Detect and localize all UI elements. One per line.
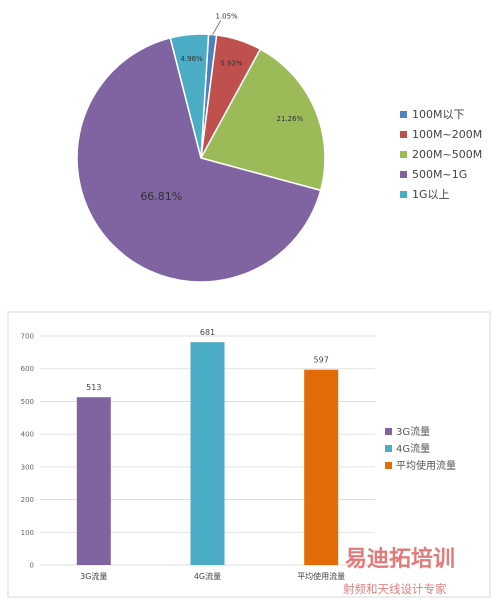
y-tick-label: 300	[21, 463, 34, 471]
pie-data-label: 21.26%	[277, 115, 304, 123]
x-tick-label: 3G流量	[80, 571, 107, 581]
legend-label: 200M~500M	[412, 148, 482, 161]
pie-data-label: 1.05%	[215, 13, 238, 21]
y-tick-label: 700	[21, 333, 34, 341]
legend-label: 100M~200M	[412, 128, 482, 141]
legend-label: 500M~1G	[412, 168, 467, 181]
legend-label: 3G流量	[396, 425, 430, 438]
x-tick-label: 平均使用流量	[297, 571, 345, 581]
legend-swatch	[385, 428, 392, 435]
pie-data-label: 5.92%	[220, 60, 243, 68]
x-tick-label: 4G流量	[194, 571, 221, 581]
legend-swatch	[400, 131, 407, 138]
bar	[304, 369, 339, 565]
bar-data-label: 513	[86, 383, 101, 392]
legend-swatch	[385, 445, 392, 452]
y-tick-label: 100	[21, 529, 34, 537]
watermark: 易迪拓培训 射频和天线设计专家	[343, 546, 455, 596]
bar-chart: 513 3G流量 681 4G流量 597 平均使用流量	[76, 328, 345, 581]
legend-label: 4G流量	[396, 442, 430, 455]
bar	[190, 342, 225, 565]
watermark-title: 易迪拓培训	[345, 546, 455, 572]
legend-swatch	[385, 462, 392, 469]
pie-slice	[169, 33, 210, 159]
legend-label: 100M以下	[412, 108, 465, 121]
y-tick-label: 400	[21, 431, 34, 439]
pie-leader-line	[212, 20, 221, 35]
pie-slice	[199, 48, 326, 192]
y-tick-label: 200	[21, 496, 34, 504]
pie-legend: 100M以下 100M~200M 200M~500M 500M~1G 1G以上	[400, 108, 482, 201]
bar-data-label: 681	[200, 328, 215, 337]
watermark-subtitle: 射频和天线设计专家	[343, 582, 447, 596]
pie-data-label: 66.81%	[140, 190, 182, 203]
legend-swatch	[400, 151, 407, 158]
bar	[76, 397, 111, 565]
y-tick-label: 500	[21, 398, 34, 406]
y-tick-label: 0	[30, 562, 34, 570]
bar-data-label: 597	[314, 356, 329, 365]
pie-data-label: 4.96%	[180, 55, 203, 63]
pie-chart: 1.05% 5.92% 21.26% 66.81% 4.96%	[76, 13, 326, 283]
legend-swatch	[400, 171, 407, 178]
legend-label: 1G以上	[412, 188, 450, 201]
legend-swatch	[400, 191, 407, 198]
legend-label: 平均使用流量	[396, 459, 456, 472]
pie-slice	[76, 36, 322, 283]
y-tick-label: 600	[21, 365, 34, 373]
legend-swatch	[400, 111, 407, 118]
